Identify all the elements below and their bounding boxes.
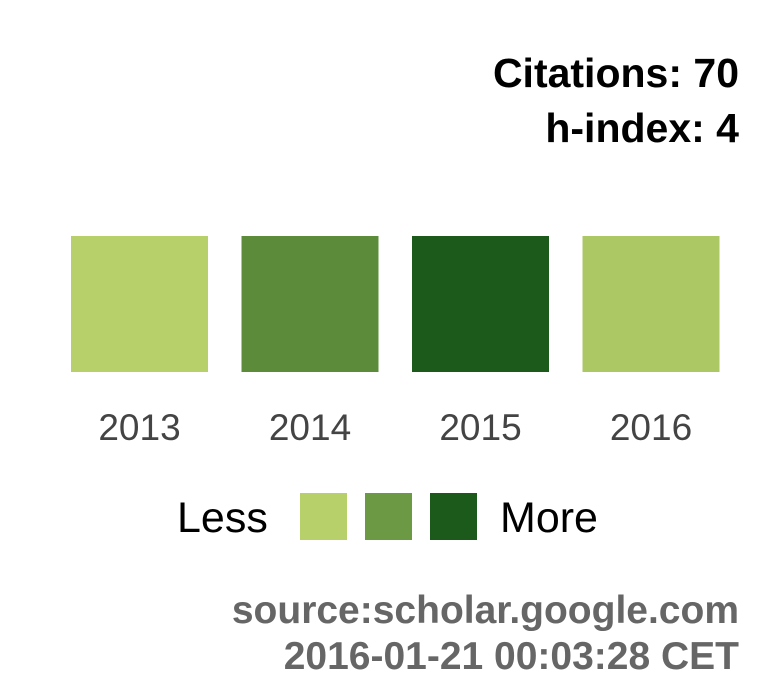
legend-more-label: More xyxy=(500,494,598,542)
citation-heatmap: 2013 2014 2015 2016 xyxy=(71,236,720,448)
heatmap-cell-2016 xyxy=(582,236,720,372)
citations-count: Citations: 70 xyxy=(492,50,739,96)
citation-stats: Citations: 70 h-index: 4 xyxy=(493,46,739,156)
legend-swatch-mid xyxy=(365,493,412,540)
legend-swatch-low xyxy=(300,493,347,540)
legend-less-label: Less xyxy=(177,494,268,542)
legend-swatch-high xyxy=(430,493,477,540)
year-label-2014: 2014 xyxy=(269,407,351,448)
timestamp-label: 2016-01-21 00:03:28 CET xyxy=(283,635,739,678)
heatmap-cell-2014 xyxy=(241,236,379,372)
year-label-2016: 2016 xyxy=(610,407,692,448)
heatmap-cell-2015 xyxy=(412,236,549,372)
source-label: source:scholar.google.com xyxy=(231,589,739,632)
color-legend: Less More xyxy=(0,490,779,546)
source-footer: source:scholar.google.com 2016-01-21 00:… xyxy=(232,588,739,680)
year-label-2013: 2013 xyxy=(98,407,180,448)
heatmap-cell-2013 xyxy=(71,236,208,372)
year-label-2015: 2015 xyxy=(439,407,521,448)
h-index: h-index: 4 xyxy=(545,105,739,151)
